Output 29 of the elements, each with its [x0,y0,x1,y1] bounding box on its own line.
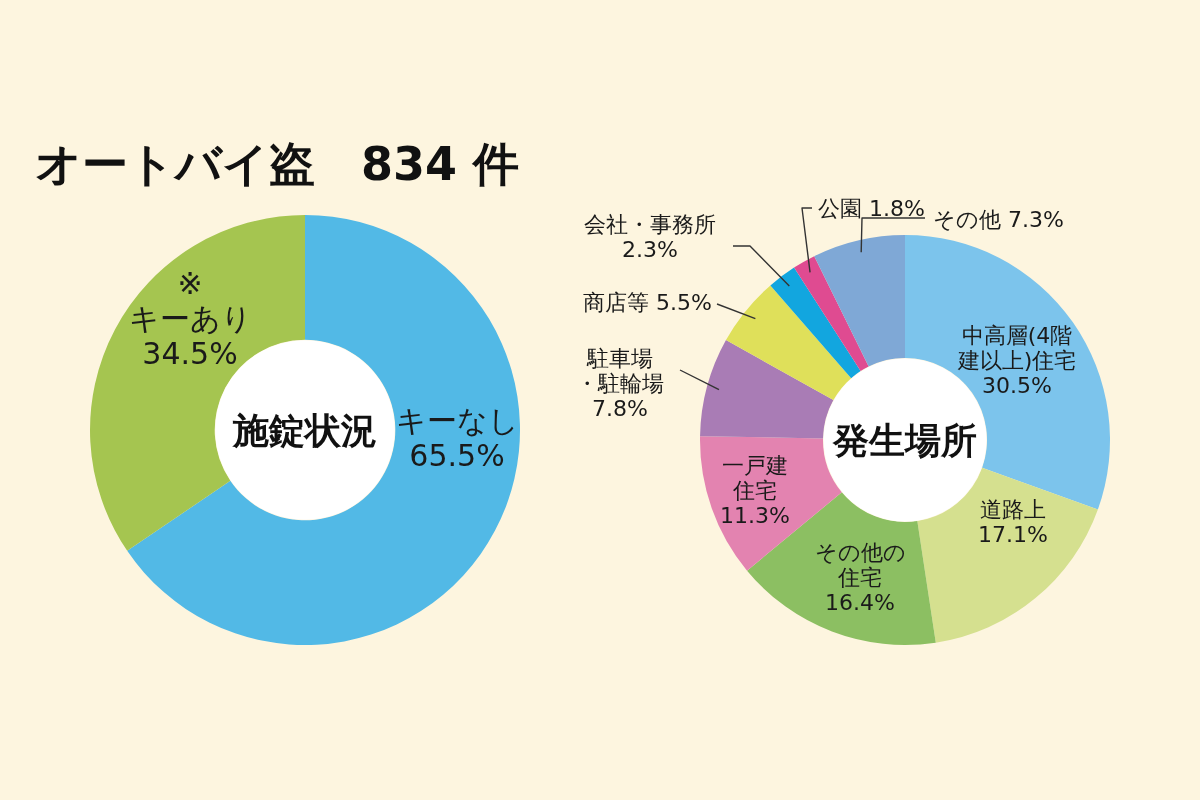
donut-slice [917,467,1098,643]
slice-label: ※キーあり [128,265,252,336]
slice-label: 会社・事務所 [584,212,716,238]
text: 発生場所 [832,419,977,461]
slice-label: 中高層(4階建以上)住宅 [956,322,1077,373]
slice-label: 駐車場・駐輪場 [576,345,664,396]
data-label: 65.5% [409,438,505,474]
data-label: 11.3% [720,502,790,528]
data-label: 2.3% [622,237,678,263]
data-label: 7.8% [592,395,648,421]
text: 施錠状況 [232,409,377,451]
slice-label: 公園 1.8% [818,195,925,221]
donut-slice [770,267,861,379]
slice-label: 商店等 5.5% [583,289,712,315]
slice-label: 一戸建住宅 [722,452,788,503]
text: オートバイ盗 834 件 [35,137,520,191]
data-label: 17.1% [978,522,1048,548]
data-label: 16.4% [825,589,895,615]
slice-label: その他 7.3% [933,206,1064,232]
slice-label: キーなし [395,403,519,439]
donut-slice [814,235,905,367]
slice-label: 道路上 [980,497,1046,523]
donut-slice [700,340,834,439]
donut-slice [794,256,869,372]
data-label: 34.5% [142,335,238,371]
donut-slice [725,285,852,401]
data-label: 30.5% [982,372,1052,398]
donut-slice [127,215,520,645]
slice-label: その他の住宅 [814,539,906,590]
